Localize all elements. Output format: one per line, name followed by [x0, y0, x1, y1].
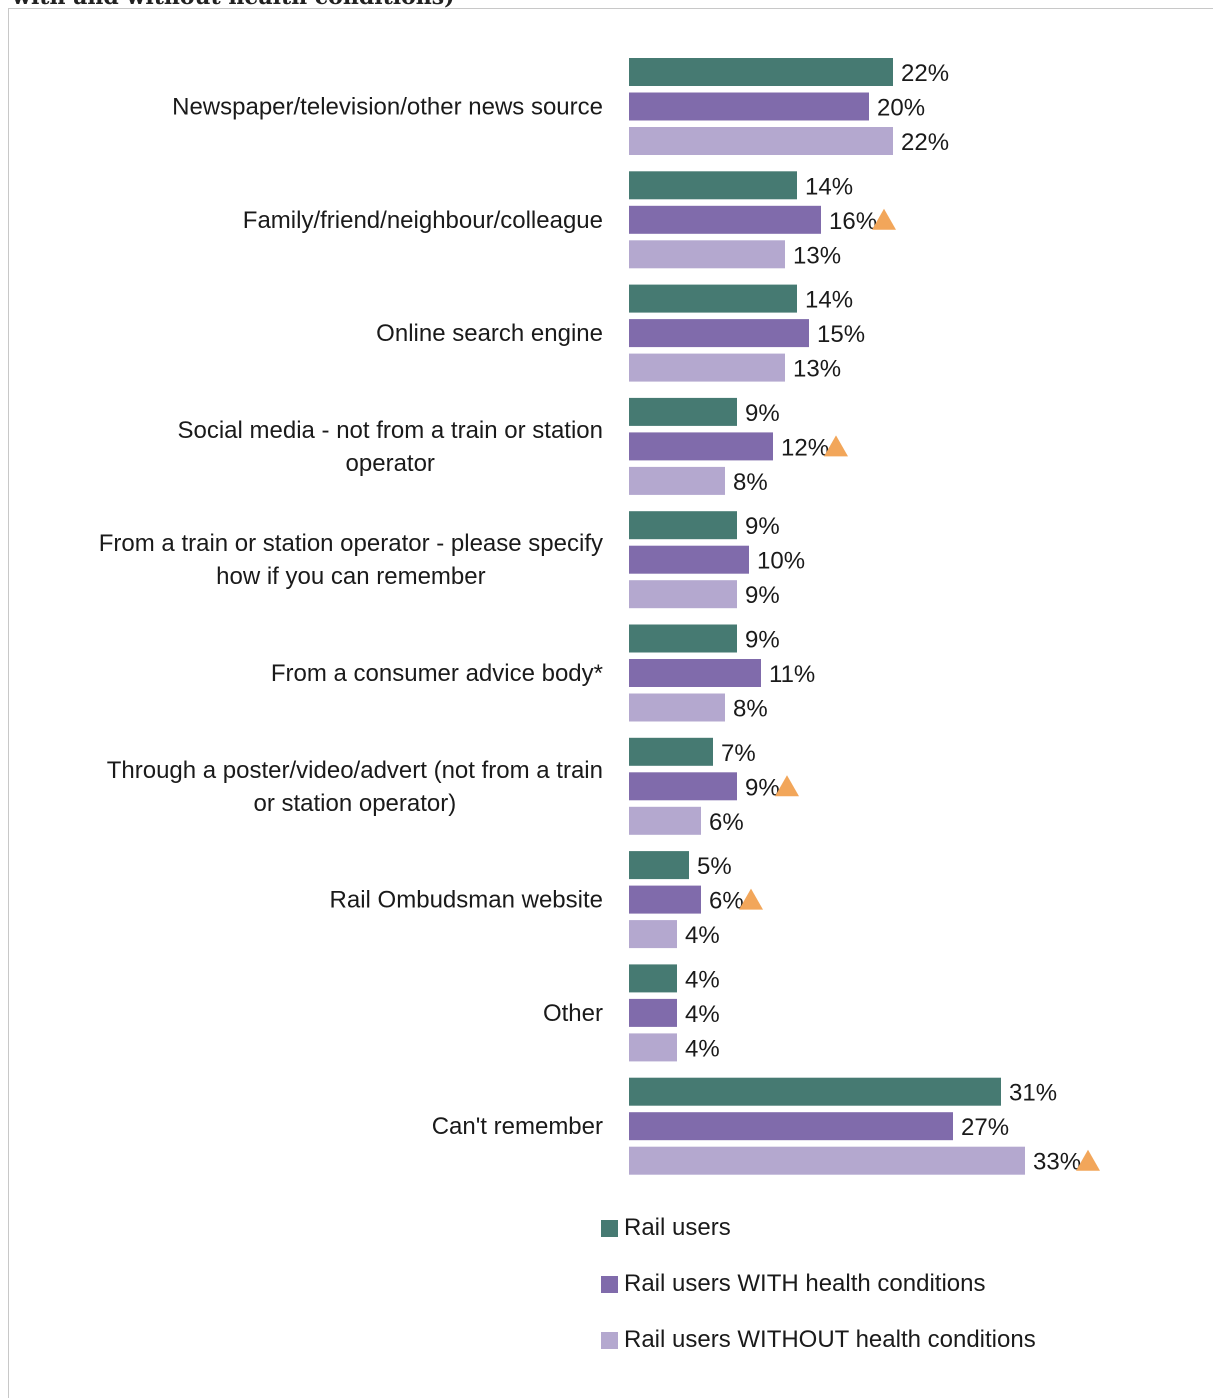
bar-with-health [629, 319, 809, 348]
bar-without-health [629, 806, 701, 835]
category-label: Other [543, 1000, 603, 1027]
category-label: Can't remember [432, 1113, 603, 1140]
bar-without-health [629, 1146, 1025, 1175]
category-label: From a consumer advice body* [271, 660, 603, 687]
bar-with-health [629, 772, 737, 801]
category-label: operator [346, 450, 435, 477]
data-label: 13% [793, 356, 841, 383]
bar-rail-users [629, 624, 737, 653]
data-label: 15% [817, 321, 865, 348]
legend-swatch-with-health [601, 1275, 618, 1293]
category-label: Online search engine [376, 320, 603, 347]
bar-rail-users [629, 964, 677, 993]
legend-swatch-without-health [601, 1331, 618, 1349]
bar-rail-users [629, 1077, 1001, 1106]
data-label: 33% [1033, 1149, 1081, 1176]
data-label: 9% [745, 774, 780, 801]
data-label: 4% [685, 1001, 720, 1028]
data-label: 4% [685, 1035, 720, 1062]
data-label: 9% [745, 513, 780, 540]
data-label: 11% [769, 661, 815, 688]
chart-legend: Rail users Rail users WITH health condit… [601, 1200, 1036, 1368]
bar-rail-users [629, 511, 737, 540]
category-label: Newspaper/television/other news source [172, 94, 603, 121]
significance-triangle-icon [775, 775, 799, 797]
data-label: 20% [877, 95, 925, 122]
legend-item-rail-users: Rail users [601, 1200, 1036, 1256]
bar-without-health [629, 466, 725, 495]
data-label: 9% [745, 627, 780, 654]
category-label: Rail Ombudsman website [330, 887, 603, 914]
bar-with-health [629, 1112, 953, 1141]
data-label: 22% [901, 60, 949, 87]
data-label: 31% [1009, 1080, 1057, 1107]
data-label: 7% [721, 740, 756, 767]
legend-label-without-health: Rail users WITHOUT health conditions [624, 1326, 1036, 1353]
bar-rail-users [629, 851, 689, 880]
data-label: 5% [697, 853, 732, 880]
bar-rail-users [629, 58, 893, 86]
bar-rail-users [629, 397, 737, 426]
data-label: 14% [805, 173, 853, 200]
data-label: 16% [829, 208, 877, 235]
data-label: 6% [709, 809, 744, 836]
bar-with-health [629, 92, 869, 121]
data-label: 10% [757, 548, 805, 575]
significance-triangle-icon [1076, 1149, 1100, 1171]
data-label: 4% [685, 966, 720, 993]
category-label: Through a poster/video/advert (not from … [107, 757, 603, 784]
bar-without-health [629, 693, 725, 722]
category-label: Social media - not from a train or stati… [177, 417, 603, 444]
bar-without-health [629, 1033, 677, 1062]
bar-without-health [629, 580, 737, 609]
data-label: 9% [745, 582, 780, 609]
category-label: how if you can remember [216, 563, 485, 590]
bar-with-health [629, 659, 761, 687]
bar-rail-users [629, 284, 797, 313]
chart-title: with and without health conditions) [12, 0, 455, 10]
bar-without-health [629, 240, 785, 269]
data-label: 12% [781, 434, 829, 461]
category-label: Family/friend/neighbour/colleague [243, 207, 603, 234]
bar-without-health [629, 920, 677, 949]
data-label: 14% [805, 287, 853, 314]
data-label: 8% [733, 469, 768, 496]
data-label: 8% [733, 696, 768, 723]
bar-chart: Newspaper/television/other news source 22… [99, 58, 1100, 1176]
significance-triangle-icon [872, 208, 896, 230]
data-label: 27% [961, 1114, 1009, 1141]
category-label: or station operator) [253, 790, 456, 817]
significance-triangle-icon [824, 435, 848, 457]
legend-label-with-health: Rail users WITH health conditions [624, 1270, 986, 1297]
bar-with-health [629, 205, 821, 234]
data-label: 13% [793, 242, 841, 269]
data-label: 22% [901, 129, 949, 156]
bar-with-health [629, 545, 749, 574]
legend-label-rail-users: Rail users [624, 1214, 731, 1241]
data-label: 4% [685, 922, 720, 949]
chart-frame [8, 8, 1213, 1398]
legend-item-with-health: Rail users WITH health conditions [601, 1256, 1036, 1312]
bar-without-health [629, 127, 893, 155]
bar-with-health [629, 432, 773, 461]
significance-triangle-icon [739, 888, 763, 910]
category-label: From a train or station operator - pleas… [99, 530, 603, 557]
bar-without-health [629, 353, 785, 382]
legend-swatch-rail-users [601, 1219, 618, 1237]
legend-item-without-health: Rail users WITHOUT health conditions [601, 1312, 1036, 1368]
bar-with-health [629, 998, 677, 1027]
data-label: 6% [709, 888, 744, 915]
bar-with-health [629, 885, 701, 914]
data-label: 9% [745, 400, 780, 427]
bar-rail-users [629, 737, 713, 766]
bar-rail-users [629, 171, 797, 200]
